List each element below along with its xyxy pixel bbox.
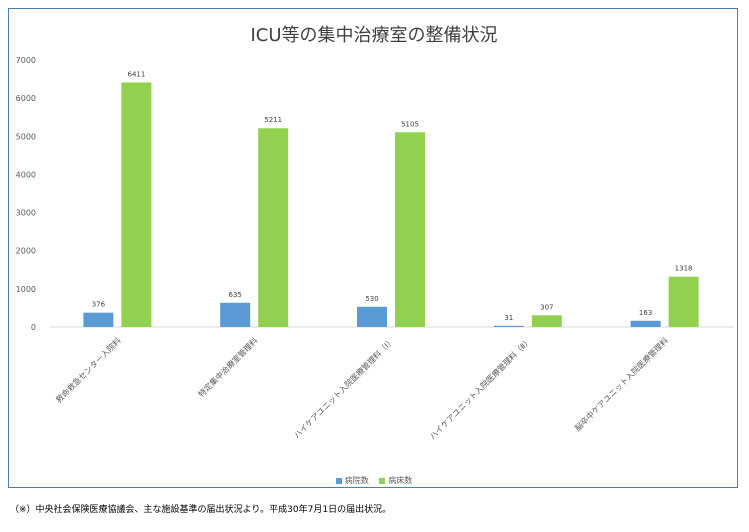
bar-series-1	[220, 302, 251, 327]
bar-series-1	[630, 320, 661, 327]
data-label: 31	[504, 314, 513, 322]
legend: 病院数 病床数	[9, 475, 739, 486]
data-label: 6411	[127, 70, 145, 78]
data-label: 1318	[675, 265, 693, 273]
bar-series-1	[493, 325, 524, 327]
y-tick-label: 4000	[16, 170, 36, 179]
x-tick-label: 救命救急センター入院料	[54, 335, 123, 404]
bar-series-2	[395, 132, 425, 327]
y-tick-label: 5000	[16, 132, 36, 141]
data-label: 307	[540, 303, 553, 311]
data-label: 635	[229, 291, 242, 299]
legend-item-series-1: 病院数	[335, 475, 369, 486]
data-label: 5211	[264, 116, 282, 124]
bar-series-2	[258, 128, 289, 327]
data-label: 163	[639, 309, 652, 317]
legend-label-series-2: 病床数	[388, 476, 413, 485]
bar-chart: 0 1000 2000 3000 4000 5000 6000 7000 376 6411 救命救急…	[16, 56, 733, 441]
legend-label-series-1: 病院数	[344, 476, 369, 485]
data-label: 5105	[401, 120, 419, 128]
bar-series-1	[83, 312, 114, 327]
y-tick-label: 7000	[16, 56, 36, 65]
y-tick-label: 1000	[16, 285, 36, 294]
legend-swatch-series-2	[379, 477, 386, 484]
x-tick-label: ハイケアユニット入院医療管理料（Ⅱ）	[427, 335, 533, 441]
bar-series-2	[531, 315, 562, 327]
data-label: 530	[365, 295, 378, 303]
legend-item-series-2: 病床数	[379, 475, 412, 486]
chart-title: ICU等の集中治療室の整備状況	[250, 25, 498, 46]
y-tick-label: 2000	[16, 247, 36, 256]
legend-swatch-series-1	[335, 477, 342, 484]
x-tick-label: ハイケアユニット入院医療管理料（Ⅰ）	[292, 335, 397, 440]
chart-frame: ICU等の集中治療室の整備状況 0 1000 2000 3000 4000 5000 600…	[8, 8, 738, 488]
footnote: （※）中央社会保険医療協議会、主な施設基準の届出状況より。平成30年7月1日の届…	[10, 505, 392, 515]
bar-series-2	[668, 276, 699, 327]
y-tick-label: 6000	[16, 94, 36, 103]
x-tick-label: 特定集中治療室管理料	[196, 335, 260, 399]
bar-series-1	[357, 306, 387, 327]
data-label: 376	[92, 301, 106, 309]
bar-series-2	[121, 82, 152, 327]
y-tick-label: 3000	[16, 209, 36, 218]
y-tick-label: 0	[31, 323, 36, 332]
x-tick-label: 脳卒中ケアユニット入院医療管理料	[572, 335, 670, 433]
